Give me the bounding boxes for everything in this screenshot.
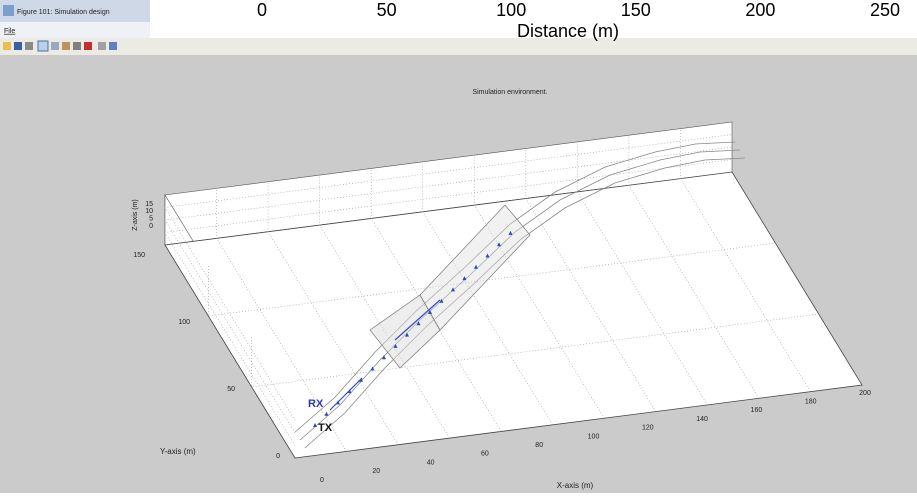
window-icon <box>3 5 14 16</box>
receiver-marker <box>462 276 467 281</box>
x-tick-label: 200 <box>859 390 871 397</box>
x-axis-label: X-axis (m) <box>557 481 594 490</box>
x-tick-label: 60 <box>481 451 489 458</box>
grid-line <box>164 159 733 446</box>
grid-line <box>473 155 605 419</box>
grid-line <box>577 141 708 406</box>
receiver-marker <box>439 298 444 303</box>
receiver-marker <box>324 411 329 416</box>
title-bar <box>0 0 150 22</box>
receiver-marker <box>428 310 432 314</box>
tx-label: TX <box>318 422 333 434</box>
toolbar <box>0 38 917 55</box>
receiver-marker <box>497 242 501 247</box>
grid-line <box>628 135 760 399</box>
grid-line <box>422 161 553 425</box>
rx-label: RX <box>308 398 324 410</box>
z-tick-label: 5 <box>149 216 153 223</box>
direction-arrow <box>394 299 441 341</box>
direction-arrow <box>329 377 363 411</box>
grid-line <box>370 168 502 432</box>
toolbar-icons[interactable] <box>3 40 117 52</box>
receiver-marker <box>485 253 490 258</box>
menu-bar <box>0 22 150 38</box>
road-edge <box>294 141 736 433</box>
x-tick-label: 160 <box>751 407 763 414</box>
menu-item[interactable]: File <box>4 28 15 35</box>
x-tick-label: 100 <box>588 433 600 440</box>
background-axis-label: Distance (m) <box>517 21 619 41</box>
receiver-marker <box>451 287 455 292</box>
receiver-marker <box>382 355 386 360</box>
window-title: Figure 101: Simulation design <box>17 9 110 16</box>
road-edge <box>299 149 741 441</box>
background-tick-label: 200 <box>745 0 775 20</box>
z-tick-label: 10 <box>145 208 153 215</box>
y-tick-label: 0 <box>276 453 280 460</box>
background-tick-label: 100 <box>496 0 526 20</box>
grid-line <box>267 181 399 445</box>
background-tick-label: 50 <box>377 0 397 20</box>
grid-line <box>164 146 733 434</box>
receiver-marker <box>313 423 317 427</box>
plot-title: Simulation environment. <box>472 89 547 96</box>
y-tick-label: 150 <box>133 252 145 259</box>
grid-line <box>680 128 811 392</box>
background-tick-label: 0 <box>257 0 267 20</box>
grid-line <box>216 188 347 452</box>
x-tick-label: 80 <box>535 442 543 449</box>
y-tick-label: 50 <box>227 386 235 393</box>
x-tick-label: 40 <box>427 459 435 466</box>
grid-line <box>164 134 733 421</box>
x-tick-label: 180 <box>805 399 817 406</box>
receiver-marker <box>370 366 375 371</box>
z-tick-label: 0 <box>149 223 153 230</box>
background-tick-label: 150 <box>621 0 651 20</box>
x-tick-label: 20 <box>372 468 380 475</box>
receiver-marker <box>393 343 398 348</box>
x-tick-label: 0 <box>320 477 324 484</box>
x-tick-label: 140 <box>696 416 708 423</box>
receiver-marker <box>508 230 513 235</box>
y-axis-label: Y-axis (m) <box>160 447 196 456</box>
receiver-marker <box>474 264 478 269</box>
road-edge <box>304 157 745 449</box>
x-tick-label: 120 <box>642 425 654 432</box>
grid-line <box>319 175 450 439</box>
background-tick-label: 250 <box>870 0 900 20</box>
axes-3d <box>164 121 863 460</box>
receiver-marker <box>405 332 409 337</box>
z-tick-label: 15 <box>145 201 153 208</box>
receiver-marker <box>416 321 421 326</box>
y-tick-label: 100 <box>178 319 190 326</box>
z-axis-label: Z-axis (m) <box>132 199 139 231</box>
floor <box>164 171 863 459</box>
grid-line <box>525 148 657 412</box>
